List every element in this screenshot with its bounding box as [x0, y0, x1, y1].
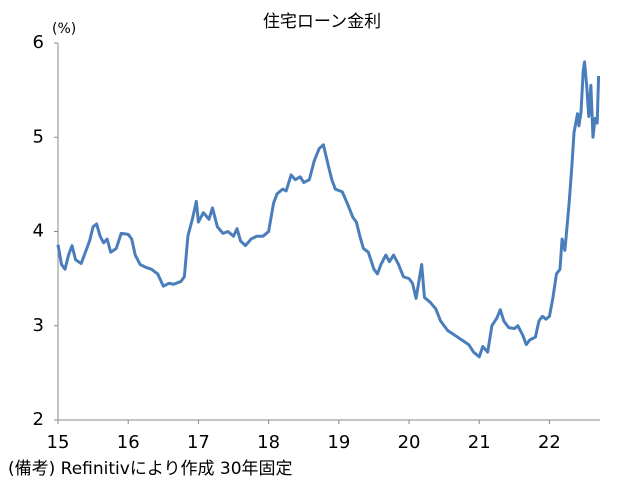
- y-axis-label: (%): [52, 21, 76, 37]
- y-tick-label: 3: [33, 315, 44, 336]
- y-tick-label: 5: [33, 126, 44, 147]
- note: (備考) Refinitivにより作成 30年固定: [8, 459, 293, 479]
- x-tick-label: 19: [327, 432, 350, 453]
- line: [56, 60, 601, 359]
- x-tick-label: 21: [468, 432, 491, 453]
- y-tick-label: 2: [33, 409, 44, 430]
- chart-title: 住宅ローン金利: [263, 12, 381, 32]
- y-tick-label: 4: [33, 221, 44, 242]
- x-tick-label: 16: [117, 432, 140, 453]
- y-tick-label: 6: [33, 32, 44, 53]
- x-tick-label: 15: [47, 432, 70, 453]
- x-tick-label: 22: [538, 432, 561, 453]
- x-tick-label: 20: [398, 432, 421, 453]
- x-tick-label: 17: [187, 432, 210, 453]
- x-tick-label: 18: [257, 432, 280, 453]
